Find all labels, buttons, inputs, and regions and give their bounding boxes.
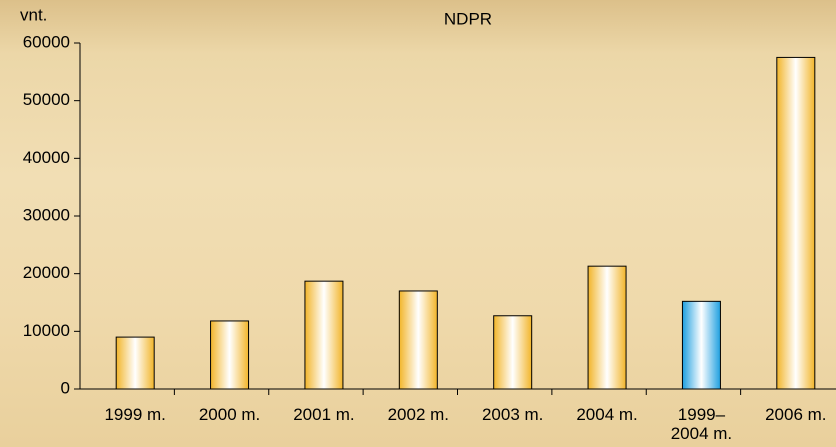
bar [682,301,720,389]
y-tick-label: 40000 [23,148,70,167]
chart-page: vnt. NDPR 0 10000 20000 30000 40000 50000 6000… [0,0,836,447]
x-tick-label: 2000 m. [185,405,275,424]
bar [588,266,626,389]
y-tick-label: 20000 [23,263,70,282]
bar [116,337,154,389]
y-tick-label: 10000 [23,321,70,340]
y-tick-label: 60000 [23,32,70,51]
bar [399,291,437,389]
x-tick-label: 2001 m. [279,405,369,424]
bar [777,57,815,389]
x-tick-label: 1999 m. [90,405,180,424]
chart-title: NDPR [444,9,492,28]
x-tick-label: 2002 m. [373,405,463,424]
y-tick-label: 50000 [23,90,70,109]
bar [211,321,249,389]
x-tick-label: 2003 m. [468,405,558,424]
x-tick-label: 2006 m. [751,405,836,424]
y-axis-label: vnt. [20,5,47,24]
bar [494,316,532,389]
y-tick-label: 30000 [23,205,70,224]
y-tick-label: 0 [61,378,70,397]
bar [305,281,343,389]
chart: vnt. NDPR 0 10000 20000 30000 40000 50000 6000… [0,0,836,447]
x-tick-label: 1999– 2004 m. [656,405,746,443]
x-tick-label: 2004 m. [562,405,652,424]
